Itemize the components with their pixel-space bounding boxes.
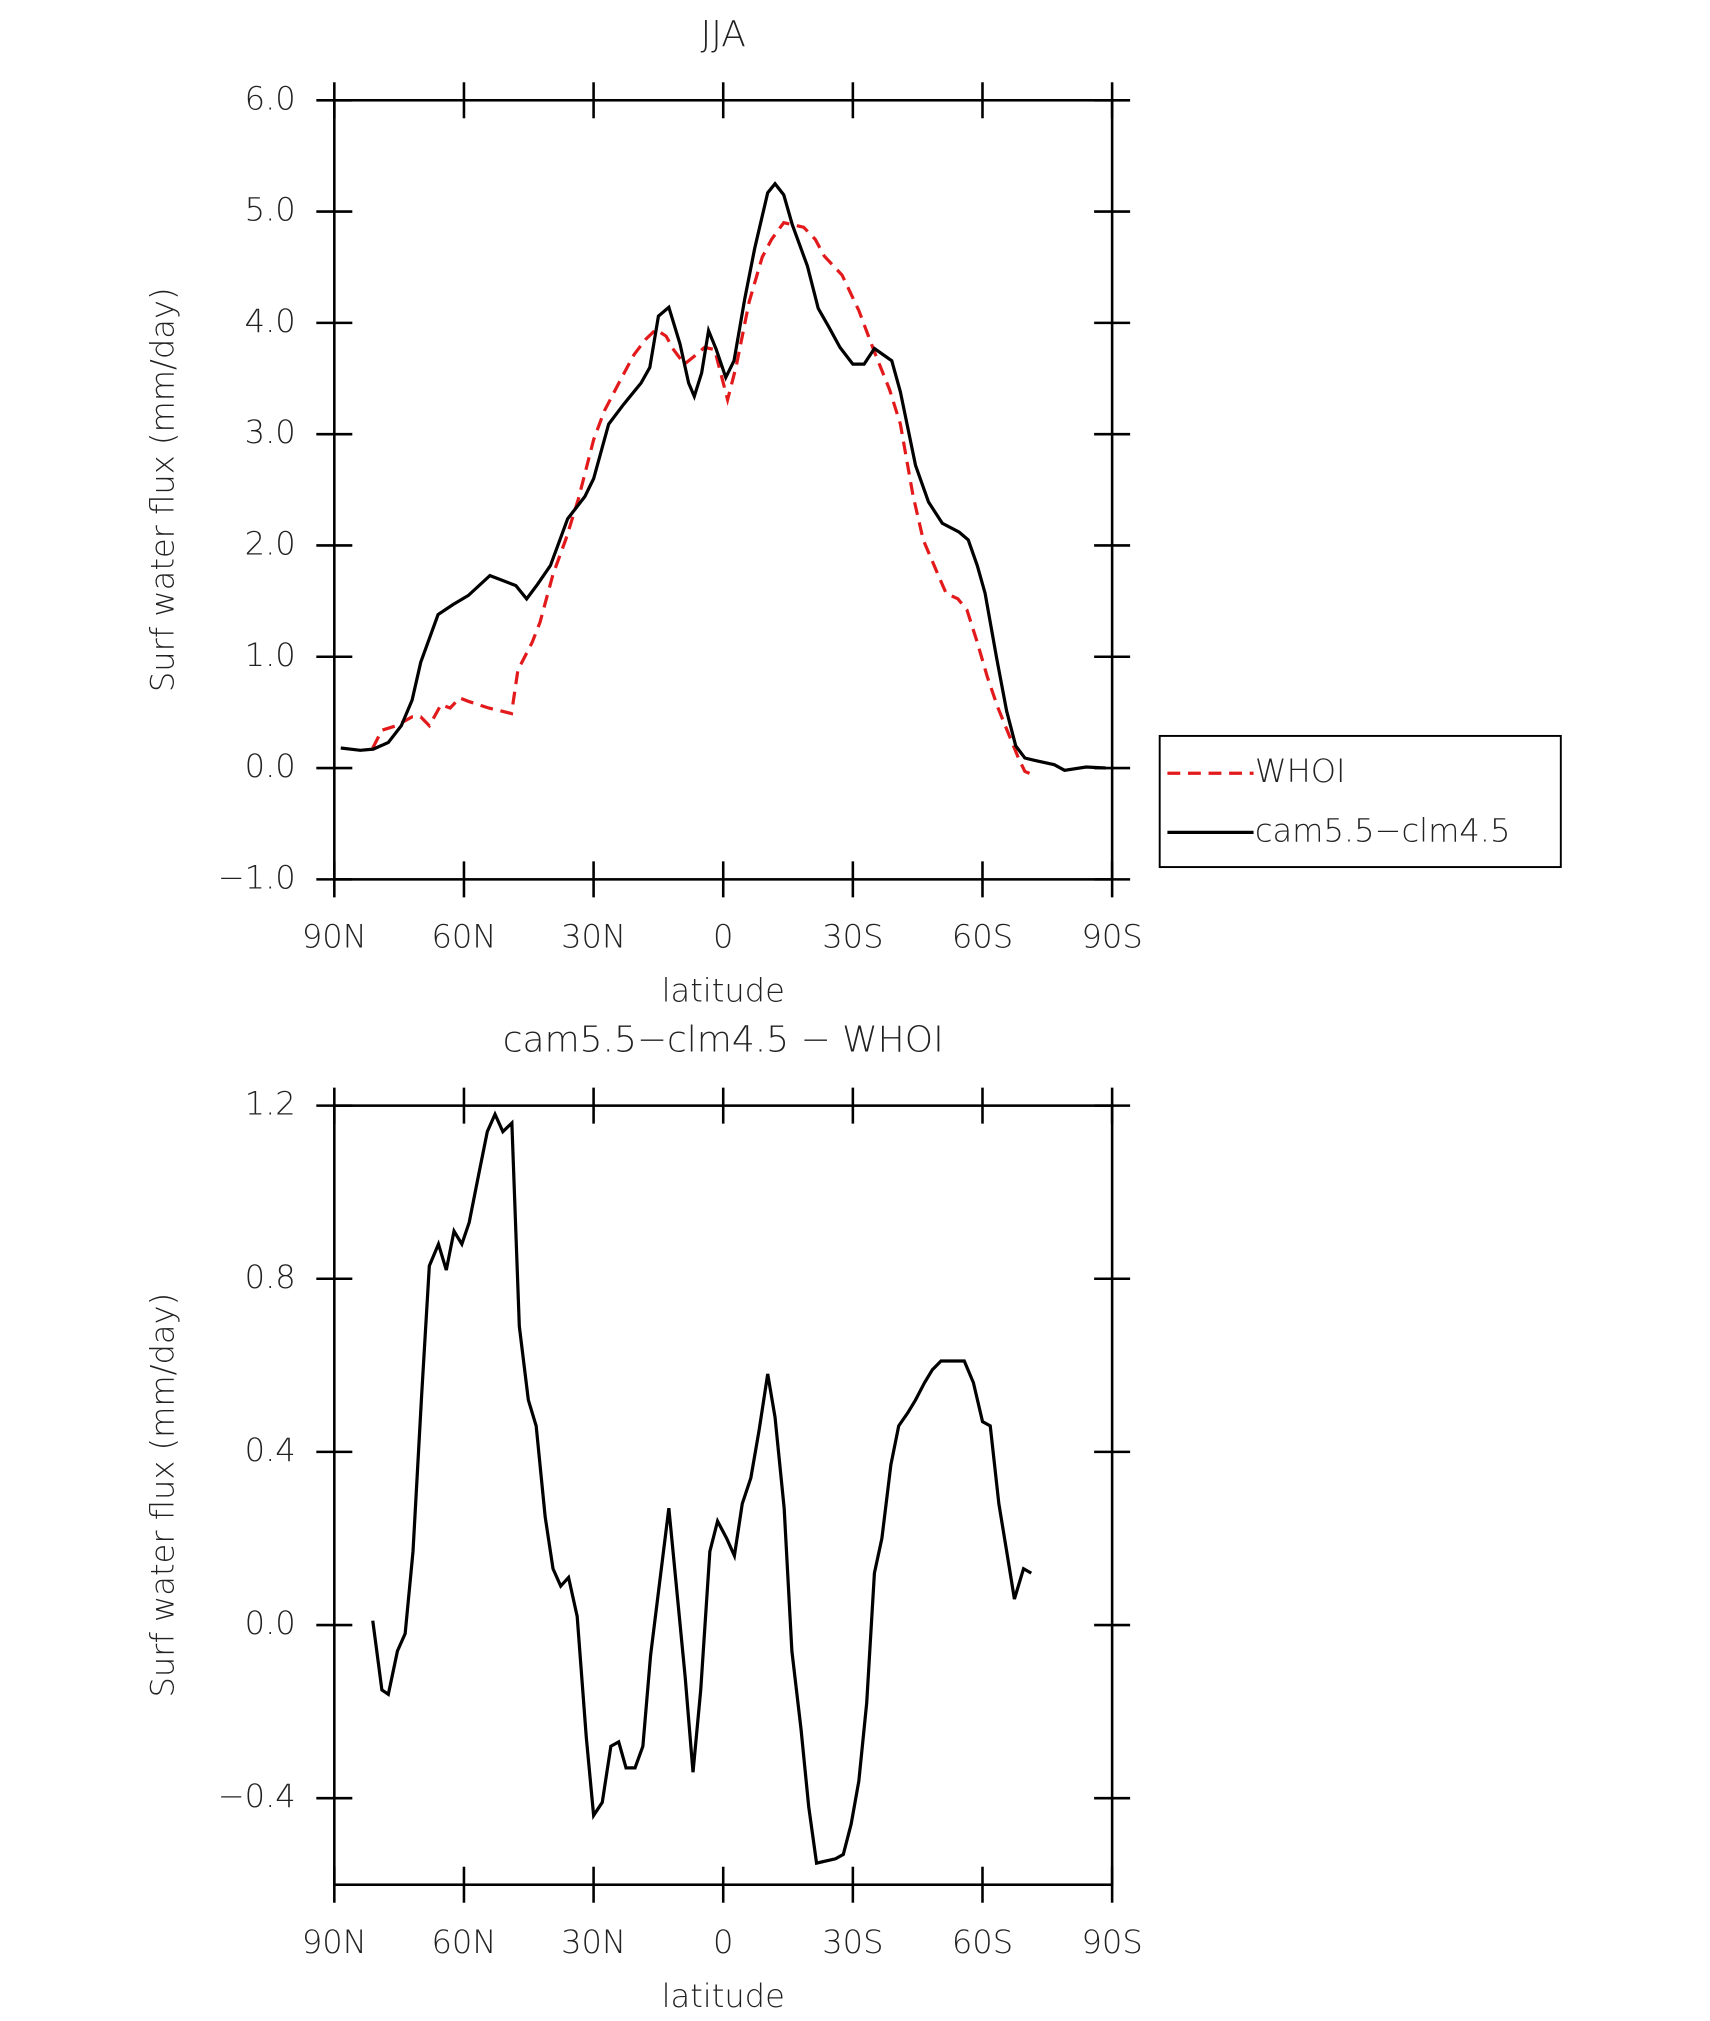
x-tick-label: 60N bbox=[431, 918, 496, 956]
x-tick-label: 90S bbox=[1081, 1923, 1142, 1961]
x-tick-label: 0 bbox=[713, 918, 733, 956]
legend-label: cam5.5−clm4.5 bbox=[1255, 811, 1511, 849]
x-axis-label: latitude bbox=[662, 1977, 785, 2015]
x-tick-label: 30S bbox=[822, 918, 883, 956]
plot-frame bbox=[333, 1104, 1114, 1887]
chart-title: cam5.5−clm4.5 − WHOI bbox=[503, 1019, 944, 1060]
y-tick-label: 1.2 bbox=[245, 1085, 296, 1123]
y-tick-label: 0.0 bbox=[245, 1604, 296, 1642]
x-tick-label: 90N bbox=[302, 1923, 367, 1961]
legend-box bbox=[1158, 734, 1562, 869]
x-tick-label: 90N bbox=[302, 918, 367, 956]
y-tick-label: 4.0 bbox=[245, 302, 296, 340]
x-tick-label: 30N bbox=[561, 918, 626, 956]
y-tick-label: 6.0 bbox=[245, 79, 296, 117]
data-line bbox=[371, 1110, 1033, 1866]
x-tick-label: 60N bbox=[431, 1923, 496, 1961]
x-tick-label: 30N bbox=[561, 1923, 626, 1961]
y-tick-label: 0.4 bbox=[245, 1431, 296, 1469]
y-tick-label: 1.0 bbox=[245, 636, 296, 674]
y-axis-label: Surf water flux (mm/day) bbox=[144, 1293, 182, 1698]
x-tick-label: 60S bbox=[952, 918, 1013, 956]
y-tick-label: 3.0 bbox=[245, 413, 296, 451]
chart-title: JJA bbox=[701, 14, 746, 55]
y-tick-label: 0.0 bbox=[245, 747, 296, 785]
x-tick-label: 90S bbox=[1081, 918, 1142, 956]
y-axis-label: Surf water flux (mm/day) bbox=[144, 288, 182, 693]
data-line bbox=[340, 181, 1106, 773]
x-tick-label: 60S bbox=[952, 1923, 1013, 1961]
y-tick-label: 2.0 bbox=[245, 524, 296, 562]
x-tick-label: 30S bbox=[822, 1923, 883, 1961]
legend-label: WHOI bbox=[1255, 752, 1346, 790]
y-tick-label: 0.8 bbox=[245, 1258, 296, 1296]
x-tick-label: 0 bbox=[713, 1923, 733, 1961]
y-tick-label: 5.0 bbox=[245, 191, 296, 229]
x-axis-label: latitude bbox=[662, 972, 785, 1010]
y-tick-label: −0.4 bbox=[218, 1777, 296, 1815]
plot-frame bbox=[333, 98, 1114, 881]
data-line bbox=[371, 220, 1034, 777]
y-tick-label: −1.0 bbox=[218, 858, 296, 896]
